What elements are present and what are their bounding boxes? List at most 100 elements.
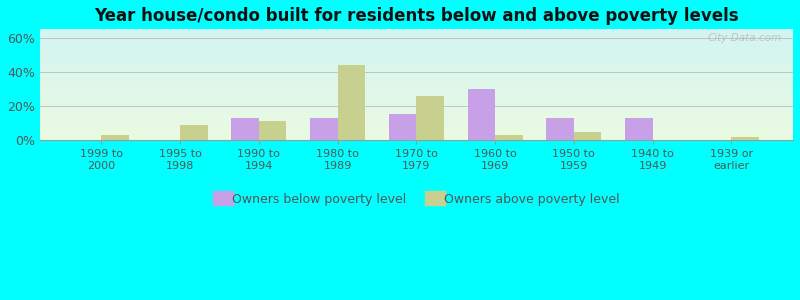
Bar — [40, 33, 793, 34]
Bar — [40, 29, 793, 30]
Bar — [40, 69, 793, 70]
Bar — [40, 56, 793, 57]
Bar — [40, 87, 793, 88]
Bar — [40, 107, 793, 108]
Bar — [40, 108, 793, 109]
Bar — [40, 125, 793, 126]
Bar — [40, 63, 793, 64]
Bar — [40, 116, 793, 117]
Bar — [40, 44, 793, 45]
Bar — [40, 134, 793, 135]
Bar — [40, 103, 793, 104]
Bar — [40, 46, 793, 47]
Bar — [40, 31, 793, 32]
Bar — [40, 72, 793, 73]
Bar — [40, 115, 793, 116]
Bar — [40, 95, 793, 96]
Bar — [40, 51, 793, 52]
Bar — [40, 96, 793, 97]
Bar — [40, 99, 793, 100]
Bar — [40, 101, 793, 102]
Bar — [231, 118, 259, 140]
Bar — [180, 125, 208, 140]
Bar — [40, 32, 793, 33]
Bar — [40, 43, 793, 44]
Bar — [40, 102, 793, 103]
Bar — [40, 49, 793, 50]
Bar — [40, 126, 793, 127]
Bar — [40, 67, 793, 68]
Bar — [40, 133, 793, 134]
Bar — [40, 121, 793, 122]
Bar — [40, 119, 793, 120]
Bar — [416, 96, 444, 140]
Bar — [40, 137, 793, 138]
Bar — [40, 122, 793, 123]
Text: City-Data.com: City-Data.com — [708, 33, 782, 43]
Bar — [40, 75, 793, 76]
Bar — [102, 135, 129, 140]
Bar — [625, 118, 653, 140]
Bar — [40, 65, 793, 66]
Bar — [40, 48, 793, 49]
Bar — [40, 52, 793, 53]
Bar — [40, 86, 793, 87]
Bar — [40, 77, 793, 78]
Bar — [40, 124, 793, 125]
Bar — [40, 58, 793, 59]
Bar — [40, 40, 793, 41]
Bar — [40, 41, 793, 42]
Bar — [40, 138, 793, 139]
Bar — [40, 81, 793, 82]
Bar — [259, 121, 286, 140]
Bar — [40, 57, 793, 58]
Bar — [40, 54, 793, 55]
Bar — [40, 127, 793, 128]
Bar — [40, 84, 793, 85]
Bar — [40, 113, 793, 114]
Bar — [40, 135, 793, 136]
Bar — [731, 136, 759, 140]
Bar — [40, 74, 793, 75]
Bar — [40, 50, 793, 51]
Bar — [574, 131, 602, 140]
Bar — [467, 89, 495, 140]
Bar — [40, 100, 793, 101]
Bar — [40, 61, 793, 62]
Bar — [40, 94, 793, 95]
Bar — [40, 71, 793, 72]
Bar — [40, 104, 793, 105]
Bar — [40, 123, 793, 124]
Bar — [546, 118, 574, 140]
Bar — [40, 92, 793, 93]
Title: Year house/condo built for residents below and above poverty levels: Year house/condo built for residents bel… — [94, 7, 738, 25]
Bar — [310, 118, 338, 140]
Bar — [40, 34, 793, 35]
Bar — [40, 112, 793, 113]
Bar — [40, 83, 793, 84]
Bar — [389, 115, 416, 140]
Bar — [40, 40, 793, 41]
Bar — [40, 37, 793, 38]
Bar — [40, 89, 793, 90]
Bar — [495, 135, 522, 140]
Bar — [40, 110, 793, 111]
Bar — [40, 62, 793, 63]
Bar — [40, 47, 793, 48]
Bar — [40, 35, 793, 36]
Bar — [40, 98, 793, 99]
Bar — [40, 136, 793, 137]
Bar — [40, 55, 793, 56]
Bar — [40, 131, 793, 132]
Bar — [40, 78, 793, 79]
Bar — [338, 65, 365, 140]
Bar — [40, 93, 793, 94]
Bar — [40, 79, 793, 80]
Bar — [40, 91, 793, 92]
Bar — [40, 120, 793, 121]
Bar — [40, 129, 793, 130]
Bar — [40, 88, 793, 89]
Bar — [40, 45, 793, 46]
Bar — [40, 105, 793, 106]
Legend: Owners below poverty level, Owners above poverty level: Owners below poverty level, Owners above… — [208, 188, 625, 212]
